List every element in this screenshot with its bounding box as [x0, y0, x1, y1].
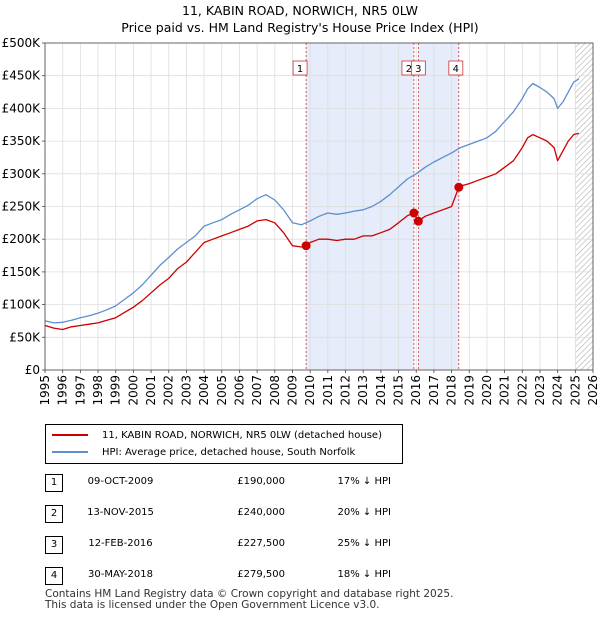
legend-label-hpi: HPI: Average price, detached house, Sout…	[102, 447, 356, 458]
sale-point	[454, 182, 464, 192]
legend-entry-hpi: HPI: Average price, detached house, Sout…	[52, 445, 355, 460]
sale-marker-number: 2	[406, 64, 412, 75]
x-tick-label: 2008	[268, 375, 282, 406]
y-tick-label: £500K	[2, 36, 42, 50]
sale-row: 4 30-MAY-2018 £279,500 18% ↓ HPI	[45, 567, 465, 585]
x-tick-label: 2021	[498, 375, 512, 406]
x-tick-label: 2003	[179, 375, 193, 406]
sale-price: £240,000	[237, 507, 285, 518]
sale-row: 2 13-NOV-2015 £240,000 20% ↓ HPI	[45, 505, 465, 523]
sale-marker-number: 3	[415, 64, 421, 75]
x-tick-label: 2004	[197, 375, 211, 406]
x-tick-label: 2010	[303, 375, 317, 406]
x-tick-label: 1996	[56, 375, 70, 406]
x-tick-label: 2006	[232, 375, 246, 406]
sale-hpi-diff: 25% ↓ HPI	[337, 538, 391, 549]
sale-hpi-diff: 18% ↓ HPI	[337, 569, 391, 580]
hpi-line	[44, 78, 580, 324]
legend-label-property: 11, KABIN ROAD, NORWICH, NR5 0LW (detach…	[102, 430, 382, 441]
x-tick-label: 2015	[392, 375, 406, 406]
x-tick-label: 1999	[109, 375, 123, 406]
sale-point	[413, 216, 423, 226]
sale-marker-box	[410, 60, 426, 76]
x-tick-label: 2016	[409, 375, 423, 406]
x-tick-label: 2022	[515, 375, 529, 406]
footer-attribution: Contains HM Land Registry data © Crown c…	[45, 588, 454, 611]
y-tick-label: £400K	[2, 101, 42, 115]
sale-price: £227,500	[237, 538, 285, 549]
y-tick-label: £0	[25, 363, 40, 377]
x-tick-label: 2026	[586, 375, 600, 406]
y-tick-label: £350K	[2, 134, 42, 148]
chart-subtitle: Price paid vs. HM Land Registry's House …	[121, 20, 479, 35]
sale-date: 12-FEB-2016	[88, 538, 153, 549]
x-tick-label: 2009	[285, 375, 299, 406]
sale-number-badge: 3	[45, 536, 63, 554]
y-tick-label: £250K	[2, 200, 42, 214]
sale-price: £190,000	[237, 476, 285, 487]
legend: 11, KABIN ROAD, NORWICH, NR5 0LW (detach…	[45, 424, 403, 464]
x-tick-label: 2023	[533, 375, 547, 406]
sale-marker-box	[292, 60, 308, 76]
x-tick-label: 2018	[445, 375, 459, 406]
sale-point	[301, 241, 311, 251]
sale-marker-number: 1	[297, 64, 303, 75]
y-tick-label: £100K	[2, 298, 42, 312]
x-tick-label: 2012	[339, 375, 353, 406]
x-tick-label: 2014	[374, 375, 388, 406]
legend-entry-property: 11, KABIN ROAD, NORWICH, NR5 0LW (detach…	[52, 428, 382, 443]
sale-marker-number: 4	[453, 64, 459, 75]
y-tick-label: £450K	[2, 69, 42, 83]
x-tick-label: 2024	[551, 375, 565, 406]
x-tick-label: 2011	[321, 375, 335, 406]
sale-number-badge: 4	[45, 567, 63, 585]
x-tick-label: 2007	[250, 375, 264, 406]
x-tick-label: 2002	[162, 375, 176, 406]
sale-date: 09-OCT-2009	[87, 476, 154, 487]
x-tick-label: 2019	[462, 375, 476, 406]
y-tick-label: £200K	[2, 232, 42, 246]
x-tick-label: 2020	[480, 375, 494, 406]
sale-row: 1 09-OCT-2009 £190,000 17% ↓ HPI	[45, 474, 465, 492]
property-price-line	[44, 132, 580, 331]
sale-date: 30-MAY-2018	[87, 569, 153, 580]
legend-swatch-property	[52, 434, 88, 436]
x-tick-label: 1995	[38, 375, 52, 406]
sale-number-badge: 1	[45, 474, 63, 492]
x-tick-label: 2000	[126, 375, 140, 406]
sale-point	[409, 208, 419, 218]
sale-date: 13-NOV-2015	[87, 507, 154, 518]
y-tick-label: £300K	[2, 167, 42, 181]
x-tick-label: 2013	[356, 375, 370, 406]
sale-hpi-diff: 20% ↓ HPI	[337, 507, 391, 518]
x-tick-label: 2025	[568, 375, 582, 406]
sale-marker-box	[448, 60, 464, 76]
sale-hpi-diff: 17% ↓ HPI	[337, 476, 391, 487]
chart-title-block: 11, KABIN ROAD, NORWICH, NR5 0LW Price p…	[0, 2, 600, 36]
sale-row: 3 12-FEB-2016 £227,500 25% ↓ HPI	[45, 536, 465, 554]
y-tick-label: £50K	[9, 330, 41, 344]
y-tick-label: £150K	[2, 265, 42, 279]
legend-swatch-hpi	[52, 451, 88, 453]
x-tick-label: 1997	[73, 375, 87, 406]
x-tick-label: 1998	[91, 375, 105, 406]
sale-number-badge: 2	[45, 505, 63, 523]
chart-title: 11, KABIN ROAD, NORWICH, NR5 0LW	[182, 3, 418, 18]
x-tick-label: 2005	[215, 375, 229, 406]
x-tick-label: 2001	[144, 375, 158, 406]
sale-price: £279,500	[237, 569, 285, 580]
x-tick-label: 2017	[427, 375, 441, 406]
